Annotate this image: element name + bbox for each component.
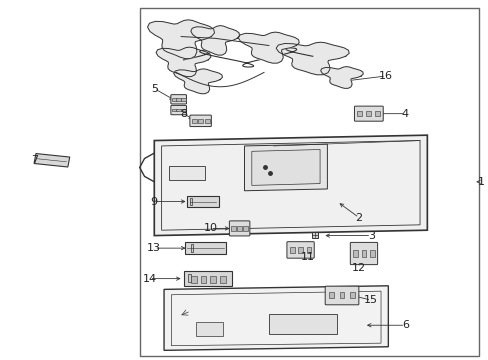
Bar: [184, 242, 226, 255]
Bar: [140, 8, 478, 356]
Polygon shape: [276, 42, 348, 75]
FancyBboxPatch shape: [189, 115, 211, 127]
Polygon shape: [173, 69, 222, 94]
Bar: [171, 98, 176, 101]
Bar: [181, 109, 185, 112]
Bar: [289, 247, 294, 253]
Bar: [181, 98, 185, 101]
Bar: [200, 276, 206, 283]
Bar: [189, 198, 192, 205]
Bar: [349, 292, 354, 298]
Bar: [268, 315, 336, 334]
Bar: [369, 250, 374, 257]
Bar: [328, 292, 333, 298]
Polygon shape: [244, 144, 327, 191]
Text: 15: 15: [364, 295, 378, 305]
FancyBboxPatch shape: [229, 221, 249, 236]
Bar: [243, 226, 248, 231]
FancyBboxPatch shape: [286, 242, 314, 258]
Bar: [191, 119, 196, 123]
Polygon shape: [251, 149, 320, 185]
Bar: [190, 276, 196, 283]
Bar: [210, 276, 216, 283]
Text: 1: 1: [476, 177, 484, 187]
Bar: [230, 226, 235, 231]
FancyBboxPatch shape: [354, 106, 383, 121]
Bar: [183, 271, 232, 286]
Polygon shape: [238, 32, 299, 63]
Bar: [352, 250, 357, 257]
Text: 2: 2: [355, 213, 362, 222]
Text: 16: 16: [378, 71, 392, 81]
Bar: [361, 250, 366, 257]
Bar: [298, 247, 303, 253]
Bar: [204, 119, 209, 123]
Bar: [237, 226, 242, 231]
Bar: [176, 109, 181, 112]
Text: 5: 5: [150, 84, 158, 94]
Polygon shape: [154, 135, 427, 235]
Polygon shape: [147, 20, 214, 59]
Bar: [176, 98, 181, 101]
Text: 6: 6: [401, 320, 408, 330]
Bar: [195, 322, 222, 336]
FancyBboxPatch shape: [170, 105, 186, 115]
Text: 11: 11: [300, 252, 314, 262]
Text: 4: 4: [401, 109, 408, 119]
Text: 13: 13: [147, 243, 161, 253]
Polygon shape: [320, 67, 363, 88]
Bar: [375, 111, 380, 116]
Bar: [187, 197, 219, 207]
Bar: [190, 244, 193, 252]
Polygon shape: [190, 26, 239, 55]
Polygon shape: [163, 286, 387, 350]
Bar: [339, 292, 344, 298]
Text: 8: 8: [180, 109, 187, 119]
Text: 12: 12: [351, 263, 366, 273]
Bar: [198, 119, 203, 123]
Text: 10: 10: [203, 224, 217, 233]
Bar: [306, 247, 311, 253]
Text: 9: 9: [150, 197, 158, 207]
Text: 3: 3: [367, 231, 374, 240]
Polygon shape: [156, 47, 210, 77]
Text: 7: 7: [31, 155, 39, 165]
Bar: [366, 111, 370, 116]
FancyBboxPatch shape: [170, 95, 186, 104]
FancyBboxPatch shape: [349, 242, 377, 265]
Text: 14: 14: [142, 274, 156, 284]
Bar: [188, 274, 190, 282]
FancyBboxPatch shape: [325, 286, 358, 305]
Bar: [220, 276, 225, 283]
Bar: [357, 111, 362, 116]
Bar: [171, 109, 176, 112]
Bar: [34, 154, 70, 167]
Bar: [168, 166, 205, 180]
